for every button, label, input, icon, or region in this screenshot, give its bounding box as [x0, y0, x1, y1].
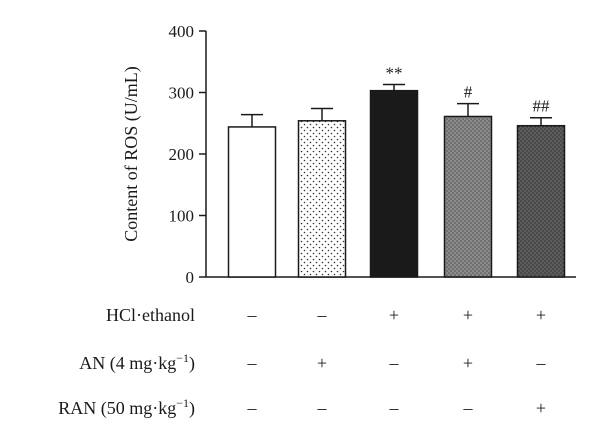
treatment-sign: –	[247, 353, 258, 373]
treatment-sign: –	[389, 353, 400, 373]
treatment-sign: +	[463, 305, 473, 325]
treatment-sign: –	[247, 398, 258, 418]
treatment-sign: +	[463, 353, 473, 373]
y-tick-label: 0	[186, 268, 195, 287]
treatment-sign: –	[317, 398, 328, 418]
treatment-sign: +	[536, 398, 546, 418]
y-tick-label: 100	[169, 207, 195, 226]
treatment-label: AN (4 mg·kg−1)	[79, 351, 195, 374]
treatment-sign: +	[317, 353, 327, 373]
bar	[227, 126, 277, 278]
treatment-label: RAN (50 mg·kg−1)	[58, 396, 195, 419]
bar	[369, 89, 419, 278]
treatment-sign: –	[463, 398, 474, 418]
treatment-sign: –	[389, 398, 400, 418]
bar	[443, 115, 493, 278]
significance-marker: **	[386, 64, 403, 83]
bar	[297, 120, 347, 278]
treatment-sign: –	[536, 353, 547, 373]
significance-marker: #	[464, 83, 473, 102]
bar	[516, 124, 566, 278]
treatment-sign: +	[536, 305, 546, 325]
treatment-sign: –	[247, 305, 258, 325]
y-axis-label: Content of ROS (U/mL)	[121, 66, 142, 242]
significance-marker: ##	[533, 97, 551, 116]
y-tick-label: 300	[169, 84, 195, 103]
y-tick-label: 200	[169, 145, 195, 164]
treatment-sign: +	[389, 305, 399, 325]
treatment-sign: –	[317, 305, 328, 325]
y-tick-label: 400	[169, 22, 195, 41]
treatment-label: HCl·ethanol	[106, 305, 195, 325]
